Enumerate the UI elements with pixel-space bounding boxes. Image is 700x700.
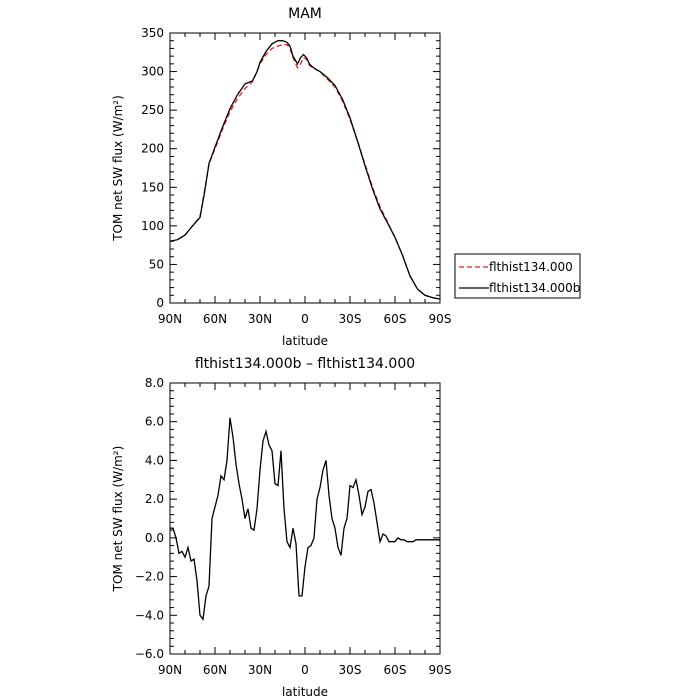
x-tick-label: 0 <box>301 312 309 326</box>
y-tick-label: −2.0 <box>135 570 164 584</box>
legend-label: flthist134.000 <box>489 260 573 274</box>
legend-box <box>454 253 581 299</box>
y-tick-label: 8.0 <box>145 376 164 390</box>
chart-panel-1: MAM 90N 60N 30N 0 30S 60S 90S 0 50 100 150 200 250 300… <box>111 6 581 348</box>
x-tick-label: 90S <box>429 663 452 677</box>
x-tick-label: 30N <box>248 312 272 326</box>
chart-title: MAM <box>288 6 322 22</box>
y-tick-label: 300 <box>141 65 164 79</box>
y-tick-label: 2.0 <box>145 492 164 506</box>
series-line-flthist134-000b <box>169 40 441 300</box>
x-tick-label: 90N <box>158 663 182 677</box>
y-axis-label: TOM net SW flux (W/m²) <box>111 446 125 593</box>
x-tick-label: 0 <box>301 663 309 677</box>
chart-title: flthist134.000b – flthist134.000 <box>195 356 415 372</box>
y-tick-label: −6.0 <box>135 647 164 661</box>
series-line-1 <box>170 417 440 621</box>
y-tick-label: 100 <box>141 219 164 233</box>
x-tick-label: 30N <box>248 663 272 677</box>
chart-panel-2: flthist134.000b – flthist134.000 90N 60N 30… <box>111 356 451 699</box>
plot-frame <box>169 32 441 304</box>
x-tick-label: 60S <box>384 312 407 326</box>
x-tick-label: 90N <box>158 312 182 326</box>
legend: flthist134.000 flthist134.000b <box>454 253 581 299</box>
y-tick-label: 50 <box>149 257 164 271</box>
x-tick-label: 30S <box>339 312 362 326</box>
series-line-flthist134-000 <box>169 43 441 300</box>
x-axis-label: latitude <box>282 685 328 699</box>
plot-frame <box>169 382 441 655</box>
y-tick-label: −4.0 <box>135 608 164 622</box>
legend-label: flthist134.000b <box>489 281 580 295</box>
y-tick-label: 0 <box>156 296 164 310</box>
x-tick-label: 60N <box>203 663 227 677</box>
y-tick-label: 6.0 <box>145 415 164 429</box>
x-tick-label: 90S <box>429 312 452 326</box>
y-tick-label: 150 <box>141 180 164 194</box>
x-tick-label: 60N <box>203 312 227 326</box>
y-tick-label: 350 <box>141 26 164 40</box>
x-tick-label: 60S <box>384 663 407 677</box>
y-tick-label: 0.0 <box>145 531 164 545</box>
y-axis-label: TOM net SW flux (W/m²) <box>111 95 125 242</box>
y-tick-label: 4.0 <box>145 453 164 467</box>
y-tick-label: 250 <box>141 103 164 117</box>
x-axis-label: latitude <box>282 334 328 348</box>
x-tick-label: 30S <box>339 663 362 677</box>
y-tick-label: 200 <box>141 142 164 156</box>
